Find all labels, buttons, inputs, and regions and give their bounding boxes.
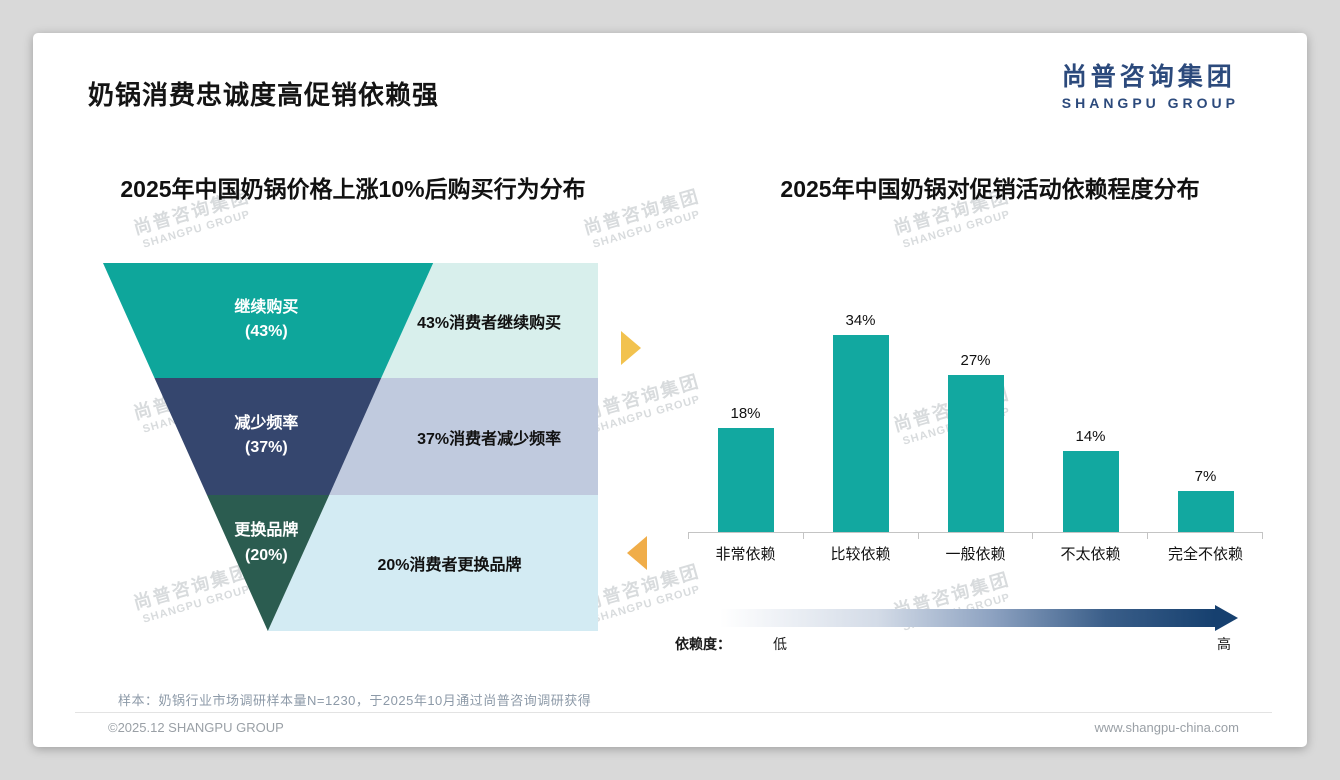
bar-group-2: 34%	[803, 293, 918, 532]
funnel-annotation-3: 20%消费者更换品牌	[377, 557, 522, 574]
funnel-row-1: 43%消费者继续购买 继续购买 (43%)	[103, 263, 598, 378]
funnel-segment-label-3: 更换品牌 (20%)	[207, 519, 329, 569]
yellow-arrow-right-icon	[621, 331, 641, 365]
dependency-label: 依赖度：	[675, 636, 731, 652]
bar-plot: 18% 34% 27% 14% 7%	[688, 293, 1263, 532]
logo-en-text: SHANGPU GROUP	[1061, 95, 1239, 111]
bar-category-5: 完全不依赖	[1167, 546, 1243, 563]
gradient-arrowhead-icon	[1215, 605, 1238, 631]
bar-group-1: 18%	[688, 293, 803, 532]
footer-divider	[75, 712, 1272, 713]
bar-value-label-1: 18%	[730, 405, 761, 422]
bar-2	[832, 335, 889, 532]
bar-value-label-4: 14%	[1075, 428, 1106, 445]
funnel-category-2: 减少频率	[234, 414, 299, 432]
bar-chart-title: 2025年中国奶锅对促销活动依赖程度分布	[780, 176, 1200, 202]
bar-1	[717, 428, 774, 532]
tick-mark	[1147, 533, 1149, 539]
bar-category-3: 一般依赖	[945, 546, 1006, 563]
company-logo: 尚普咨询集团 SHANGPU GROUP	[1062, 57, 1239, 111]
x-axis-labels: 非常依赖 比较依赖 一般依赖 不太依赖 完全不依赖	[688, 543, 1263, 564]
bar-category-1: 非常依赖	[715, 546, 776, 563]
funnel-category-3: 更换品牌	[234, 522, 299, 540]
tick-mark	[917, 533, 919, 539]
funnel-segment-label-2: 减少频率 (37%)	[154, 412, 381, 462]
slide-card: 尚普咨询集团 SHANGPU GROUP 尚普咨询集团 SHANGPU GROUP 尚普…	[33, 33, 1307, 747]
bar-value-label-5: 7%	[1194, 468, 1217, 485]
funnel-annotation-2: 37%消费者减少频率	[417, 430, 562, 448]
funnel-chart: 43%消费者继续购买 继续购买 (43%) 37%消费者减少频率 减少频率 (3…	[103, 263, 598, 631]
bar-5	[1177, 491, 1234, 532]
funnel-row-3: 20%消费者更换品牌 更换品牌 (20%)	[103, 495, 598, 631]
sample-note: 样本：奶锅行业市场调研样本量N=1230，于2025年10月通过尚普咨询调研获得	[118, 693, 592, 708]
bar-value-label-2: 34%	[845, 312, 876, 329]
tick-mark	[1032, 533, 1034, 539]
website-text: www.shangpu-china.com	[1094, 720, 1239, 735]
funnel-annotation-box-2: 37%消费者减少频率	[329, 378, 598, 495]
dependency-axis-note: 依赖度： 低 高	[675, 634, 1239, 654]
tick-mark	[1261, 533, 1263, 539]
bar-3	[947, 375, 1004, 532]
funnel-value-2: (37%)	[245, 439, 288, 457]
funnel-chart-title: 2025年中国奶锅价格上涨10%后购买行为分布	[120, 176, 586, 202]
funnel-value-3: (20%)	[245, 546, 288, 564]
x-axis-ticks	[688, 533, 1263, 539]
funnel-category-1: 继续购买	[234, 298, 299, 316]
funnel-segment-1: 继续购买 (43%)	[103, 263, 434, 378]
bar-category-4: 不太依赖	[1060, 546, 1121, 563]
logo-cn-text: 尚普咨询集团	[1061, 63, 1236, 91]
x-axis-line	[688, 532, 1263, 533]
bar-group-3: 27%	[918, 293, 1033, 532]
bar-4	[1062, 451, 1119, 532]
tick-mark	[802, 533, 804, 539]
bar-value-label-3: 27%	[960, 352, 991, 369]
funnel-annotation-box-3: 20%消费者更换品牌	[267, 495, 598, 631]
funnel-annotation-1: 43%消费者继续购买	[417, 314, 562, 332]
funnel-segment-label-1: 继续购买 (43%)	[143, 296, 391, 346]
bar-category-2: 比较依赖	[830, 546, 891, 563]
funnel-row-2: 37%消费者减少频率 减少频率 (37%)	[103, 378, 598, 495]
funnel-value-1: (43%)	[245, 323, 288, 341]
dependency-high-label: 高	[1217, 636, 1231, 652]
bar-group-5: 7%	[1148, 293, 1263, 532]
dependency-low-label: 低	[773, 636, 787, 652]
dependency-gradient-arrow	[720, 605, 1238, 631]
tick-mark	[688, 533, 689, 539]
copyright-text: ©2025.12 SHANGPU GROUP	[108, 720, 284, 735]
gradient-bar	[720, 609, 1215, 627]
bar-group-4: 14%	[1033, 293, 1148, 532]
yellow-arrow-left-icon	[627, 536, 647, 570]
page-title: 奶锅消费忠诚度高促销依赖强	[88, 80, 440, 110]
